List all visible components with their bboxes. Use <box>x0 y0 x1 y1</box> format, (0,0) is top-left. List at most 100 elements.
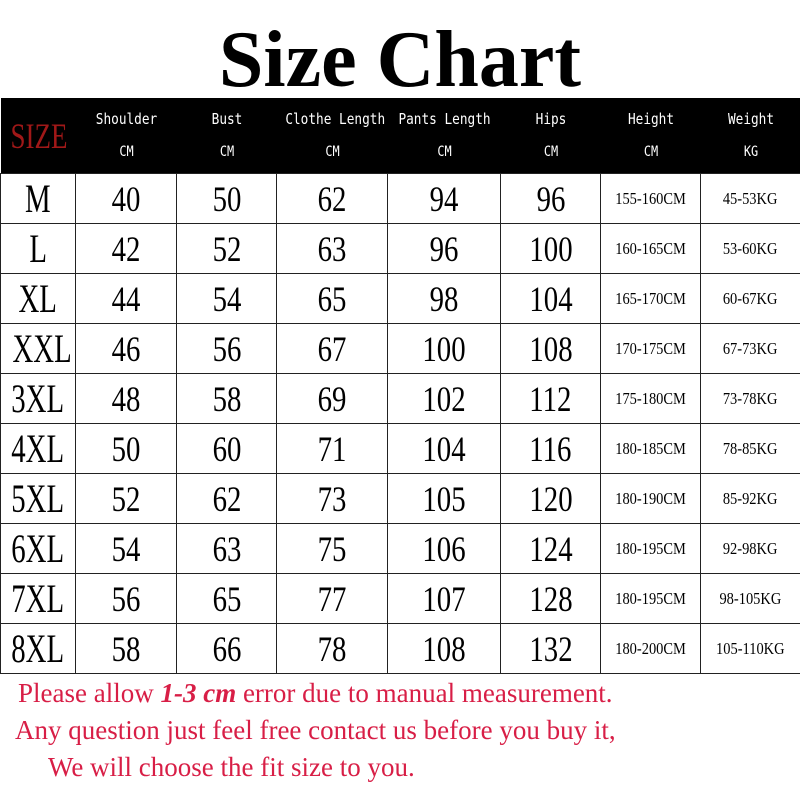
table-cell: 105 <box>387 473 501 524</box>
column-unit: CM <box>643 144 658 160</box>
table-row: 4XL 50 60 71 104 116 180-185CM 78-85KG <box>0 423 800 474</box>
cell-value: 60-67KG <box>723 288 778 308</box>
cell-value: 92-98KG <box>723 538 778 558</box>
table-cell: 106 <box>387 523 501 574</box>
table-cell: 67 <box>276 323 388 374</box>
cell-value: 40 <box>111 178 141 219</box>
table-cell: 175-180CM <box>600 373 701 424</box>
column-label: Clothe Length <box>284 110 385 128</box>
header-row: SIZE Shoulder CM Bust CM Clothe Length CM Pant… <box>0 98 800 174</box>
table-cell: 108 <box>387 623 501 674</box>
cell-value: M <box>25 176 51 221</box>
table-cell: 45-53KG <box>700 173 800 224</box>
notes: Please allow 1-3 cm error due to manual … <box>0 675 800 786</box>
column-unit: CM <box>543 144 558 160</box>
table-cell: 102 <box>387 373 501 424</box>
column-label: Height <box>627 110 674 128</box>
cell-value: L <box>29 226 47 271</box>
table-cell: 46 <box>75 323 177 374</box>
table-row: 5XL 52 62 73 105 120 180-190CM 85-92KG <box>0 473 800 524</box>
cell-value: 77 <box>317 578 347 619</box>
note-emphasis: 1-3 cm <box>160 678 237 708</box>
table-cell: 165-170CM <box>600 273 701 324</box>
cell-value: 98 <box>429 278 459 319</box>
table-cell: 62 <box>176 473 277 524</box>
size-cell: XL <box>0 273 76 324</box>
table-cell: 75 <box>276 523 388 574</box>
size-cell: 6XL <box>0 523 76 574</box>
table-row: M 40 50 62 94 96 155-160CM 45-53KG <box>0 173 800 224</box>
cell-value: 5XL <box>11 476 65 521</box>
table-cell: 104 <box>387 423 501 474</box>
cell-value: 160-165CM <box>615 238 686 258</box>
table-cell: 78 <box>276 623 388 674</box>
table-cell: 78-85KG <box>700 423 800 474</box>
table-cell: 180-200CM <box>600 623 701 674</box>
cell-value: 63 <box>317 228 347 269</box>
table-cell: 60-67KG <box>700 273 800 324</box>
cell-value: 155-160CM <box>615 188 686 208</box>
table-row: 6XL 54 63 75 106 124 180-195CM 92-98KG <box>0 523 800 574</box>
cell-value: 65 <box>317 278 347 319</box>
cell-value: 175-180CM <box>615 388 686 408</box>
column-header: Hips CM <box>500 98 601 174</box>
table-cell: 116 <box>500 423 601 474</box>
table-cell: 107 <box>387 573 501 624</box>
cell-value: 71 <box>317 428 347 469</box>
table-cell: 120 <box>500 473 601 524</box>
size-header-label: SIZE <box>10 115 67 156</box>
table-cell: 48 <box>75 373 177 424</box>
table-cell: 65 <box>276 273 388 324</box>
cell-value: 6XL <box>11 526 65 571</box>
cell-value: 85-92KG <box>723 488 778 508</box>
cell-value: XL <box>18 276 58 321</box>
column-header: Pants Length CM <box>387 98 501 174</box>
table-cell: 170-175CM <box>600 323 701 374</box>
note-text: Please allow <box>18 678 161 708</box>
column-unit: CM <box>436 144 452 160</box>
table-cell: 104 <box>500 273 601 324</box>
table-cell: 98 <box>387 273 501 324</box>
table-cell: 94 <box>387 173 501 224</box>
column-unit: CM <box>118 144 134 160</box>
cell-value: 105-110KG <box>716 638 785 658</box>
cell-value: 98-105KG <box>719 588 782 608</box>
note-line-2: Any question just feel free contact us b… <box>15 715 616 745</box>
cell-value: 66 <box>212 628 241 669</box>
cell-value: 56 <box>212 328 241 369</box>
table-cell: 180-195CM <box>600 573 701 624</box>
cell-value: 67-73KG <box>723 338 778 358</box>
cell-value: 52 <box>111 478 141 519</box>
cell-value: 7XL <box>11 576 65 621</box>
table-cell: 92-98KG <box>700 523 800 574</box>
cell-value: 8XL <box>11 626 65 671</box>
cell-value: 106 <box>422 528 466 569</box>
cell-value: 107 <box>422 578 466 619</box>
cell-value: 165-170CM <box>615 288 686 308</box>
table-row: 3XL 48 58 69 102 112 175-180CM 73-78KG <box>0 373 800 424</box>
cell-value: 62 <box>212 478 241 519</box>
table-cell: 56 <box>75 573 177 624</box>
column-header: Height CM <box>600 98 701 174</box>
table-cell: 73-78KG <box>700 373 800 424</box>
cell-value: 104 <box>528 278 573 319</box>
cell-value: 180-185CM <box>615 438 686 458</box>
note-text: error due to manual measurement. <box>236 678 613 708</box>
cell-value: 50 <box>212 178 241 219</box>
cell-value: 78-85KG <box>723 438 778 458</box>
table-row: L 42 52 63 96 100 160-165CM 53-60KG <box>0 223 800 274</box>
column-label: Bust <box>211 110 242 128</box>
table-cell: 100 <box>387 323 501 374</box>
table-row: XL 44 54 65 98 104 165-170CM 60-67KG <box>0 273 800 324</box>
cell-value: 120 <box>528 478 573 519</box>
table-cell: 180-190CM <box>600 473 701 524</box>
cell-value: 104 <box>422 428 466 469</box>
table-body: M 40 50 62 94 96 155-160CM 45-53KG L 42 52 63 96 100 1… <box>0 173 800 674</box>
cell-value: 128 <box>528 578 573 619</box>
cell-value: 100 <box>422 328 466 369</box>
table-cell: 54 <box>176 273 277 324</box>
size-cell: 8XL <box>0 623 76 674</box>
column-label: Weight <box>727 110 774 128</box>
column-unit: KG <box>743 144 758 160</box>
cell-value: 60 <box>212 428 241 469</box>
